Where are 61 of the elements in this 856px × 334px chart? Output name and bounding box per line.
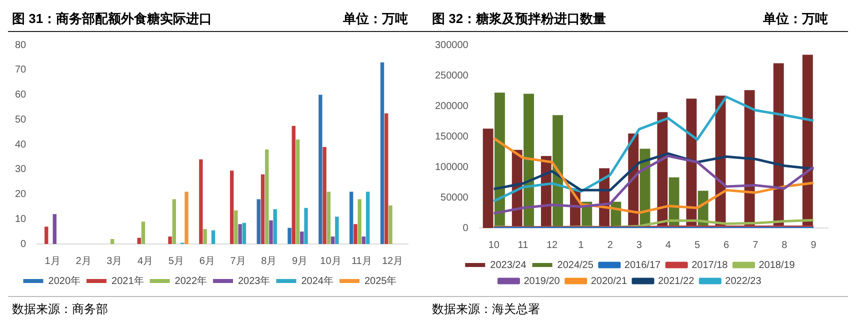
legend-label: 2021/22 xyxy=(658,276,695,287)
y-tick-label: 0 xyxy=(20,238,27,250)
x-tick-label: 11 xyxy=(518,240,529,251)
x-tick-label: 7月 xyxy=(230,256,246,267)
x-tick-label: 1月 xyxy=(44,256,60,267)
x-tick-label: 2月 xyxy=(76,256,92,267)
x-tick-label: 1 xyxy=(578,240,584,251)
y-tick-label: 100000 xyxy=(434,162,469,173)
chart-subtitle: 单位：万吨 xyxy=(763,10,828,28)
y-tick-label: 10 xyxy=(15,214,27,225)
x-tick-label: 6 xyxy=(724,240,730,251)
x-tick-label: 8月 xyxy=(261,256,277,267)
x-tick-label: 4 xyxy=(665,240,672,251)
x-tick-label: 9月 xyxy=(292,256,308,267)
legend-label: 2023年 xyxy=(238,274,270,287)
y-tick-label: 20 xyxy=(15,189,27,200)
y-tick-label: 80 xyxy=(15,40,27,51)
y-tick-label: 50 xyxy=(15,114,27,126)
x-tick-label: 7 xyxy=(752,240,759,251)
legend-label: 2024/25 xyxy=(557,260,594,271)
legend-label: 2018/19 xyxy=(758,260,796,271)
source-note: 数据来源：商务部 xyxy=(12,301,109,318)
legend-label: 2021年 xyxy=(112,274,144,287)
x-tick-label: 3月 xyxy=(106,256,122,267)
x-tick-label: 4月 xyxy=(138,256,154,267)
y-tick-label: 30 xyxy=(15,164,27,176)
y-tick-label: 0 xyxy=(462,222,469,234)
legend-label: 2022/23 xyxy=(725,276,762,287)
chart-title: 图 32：糖浆及预拌粉进口数量 xyxy=(432,10,606,28)
x-tick-label: 10月 xyxy=(320,256,342,267)
y-tick-label: 50000 xyxy=(440,192,469,204)
y-tick-label: 40 xyxy=(15,139,27,150)
y-tick-label: 300000 xyxy=(434,40,469,51)
source-note: 数据来源：海关总署 xyxy=(432,301,541,318)
y-tick-label: 200000 xyxy=(434,100,469,112)
legend-label: 2020年 xyxy=(48,274,81,287)
x-tick-label: 12月 xyxy=(382,256,404,267)
x-tick-label: 10 xyxy=(488,240,500,251)
legend-label: 2022年 xyxy=(174,274,208,287)
legend-label: 2024年 xyxy=(301,274,334,287)
chart-title: 图 31：商务部配额外食糖实际进口 xyxy=(12,10,212,28)
x-tick-label: 6月 xyxy=(199,256,215,267)
y-tick-label: 250000 xyxy=(434,70,469,82)
x-tick-label: 8 xyxy=(782,240,788,251)
legend-label: 2017/18 xyxy=(692,260,728,271)
x-tick-label: 12 xyxy=(546,240,558,251)
y-tick-label: 150000 xyxy=(434,131,469,142)
legend-label: 2025年 xyxy=(364,274,397,287)
legend-label: 2020/21 xyxy=(590,276,628,287)
chart-subtitle: 单位：万吨 xyxy=(343,10,408,28)
x-tick-label: 5 xyxy=(694,240,700,251)
x-tick-label: 11月 xyxy=(351,256,372,267)
x-tick-label: 5月 xyxy=(168,256,184,267)
y-tick-label: 70 xyxy=(15,64,27,76)
legend-label: 2016/17 xyxy=(624,260,662,271)
y-tick-label: 60 xyxy=(15,90,27,100)
x-tick-label: 9 xyxy=(810,240,817,251)
x-tick-label: 3 xyxy=(636,240,642,251)
x-tick-label: 2 xyxy=(607,240,614,251)
legend-label: 2019/20 xyxy=(524,276,560,287)
legend-label: 2023/24 xyxy=(490,260,527,271)
